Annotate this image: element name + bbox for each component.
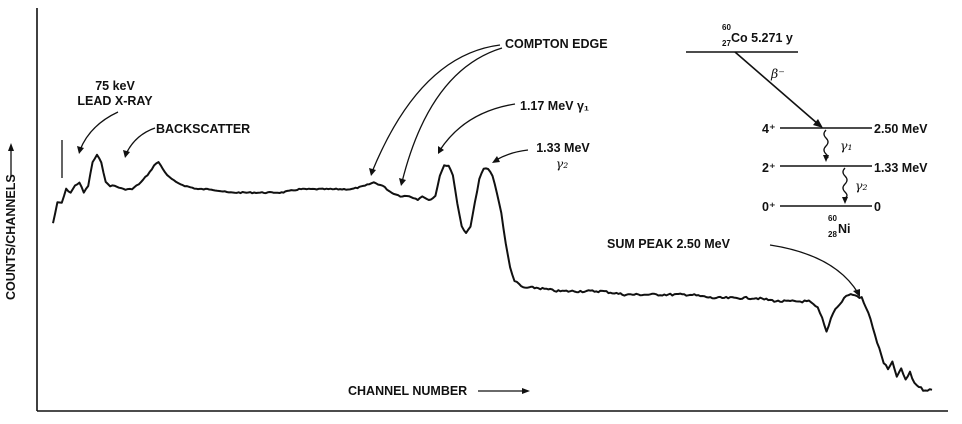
beta-decay-arrow xyxy=(734,51,819,125)
level-0-energy: 0 xyxy=(874,200,881,214)
level-0-spin: 0⁺ xyxy=(762,200,776,214)
annotation-compton-edge-text: COMPTON EDGE xyxy=(505,37,608,51)
x-axis-label: CHANNEL NUMBER xyxy=(348,384,467,398)
annotation-sum-peak-text: SUM PEAK 2.50 MeV xyxy=(607,237,731,251)
annotation-gamma2-line2: γ₂ xyxy=(556,156,568,171)
level-4-energy: 2.50 MeV xyxy=(874,122,928,136)
beta-label: β⁻ xyxy=(770,66,785,81)
annotation-lead-xray: 75 keV LEAD X-RAY xyxy=(77,79,153,154)
parent-mass-number: 60 xyxy=(722,23,731,32)
y-axis-label-group: COUNTS/CHANNELS xyxy=(4,143,18,300)
level-2-energy: 1.33 MeV xyxy=(874,161,928,175)
annotation-backscatter: BACKSCATTER xyxy=(123,122,250,158)
annotation-gamma1-text: 1.17 MeV γ₁ xyxy=(520,99,589,113)
parent-atomic-number: 27 xyxy=(722,39,731,48)
gamma2-label: γ₂ xyxy=(855,178,867,193)
annotation-lead-xray-line1: 75 keV xyxy=(95,79,135,93)
annotation-gamma2-line1: 1.33 MeV xyxy=(536,141,590,155)
daughter-atomic-number: 28 xyxy=(828,230,837,239)
gamma2-arrow xyxy=(842,167,848,199)
level-4-spin: 4⁺ xyxy=(762,122,776,136)
parent-label: Co 5.271 y xyxy=(731,31,793,45)
y-axis-label: COUNTS/CHANNELS xyxy=(4,174,18,300)
daughter-label: Ni xyxy=(838,222,851,236)
annotation-lead-xray-line2: LEAD X-RAY xyxy=(77,94,153,108)
gamma1-label: γ₁ xyxy=(840,138,852,153)
x-axis-label-group: CHANNEL NUMBER xyxy=(348,384,530,398)
annotation-backscatter-text: BACKSCATTER xyxy=(156,122,250,136)
decay-scheme: 60 27 Co 5.271 y β⁻ 4⁺ 2.50 MeV γ₁ 2⁺ 1.… xyxy=(686,23,928,239)
annotation-compton-edge: COMPTON EDGE xyxy=(369,37,608,186)
annotation-sum-peak: SUM PEAK 2.50 MeV xyxy=(607,237,860,297)
annotation-gamma2: 1.33 MeV γ₂ xyxy=(492,141,590,171)
series-line-spectrum xyxy=(52,153,933,392)
gamma1-arrow xyxy=(823,129,829,159)
annotation-gamma1: 1.17 MeV γ₁ xyxy=(438,99,589,154)
daughter-mass-number: 60 xyxy=(828,214,837,223)
level-2-spin: 2⁺ xyxy=(762,161,776,175)
